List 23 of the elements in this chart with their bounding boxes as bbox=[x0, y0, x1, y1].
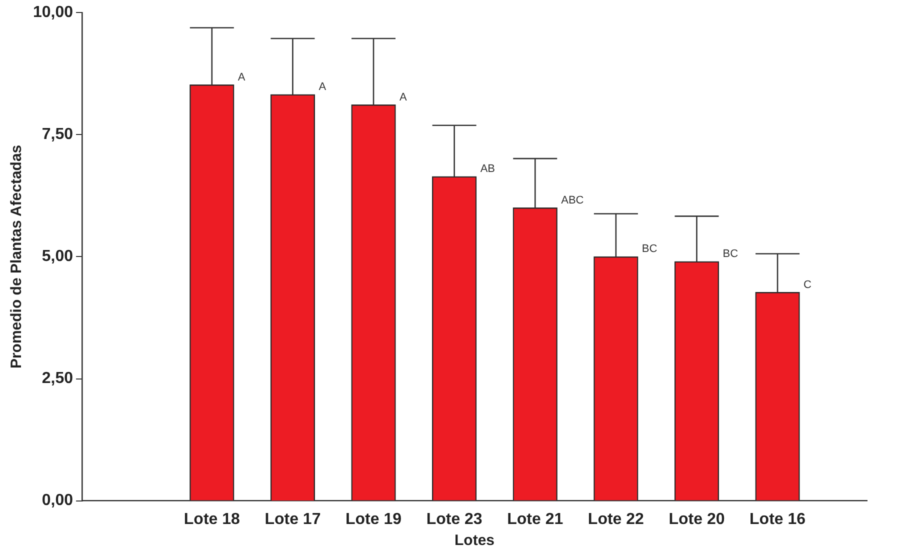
x-tick-label: Lote 19 bbox=[346, 510, 402, 528]
y-axis-title: Promedio de Plantas Afectadas bbox=[8, 144, 26, 369]
y-tick-label: 10,00 bbox=[32, 4, 74, 22]
annotation: BC bbox=[642, 243, 658, 256]
annotation: A bbox=[400, 91, 408, 104]
annotation: ABC bbox=[561, 194, 584, 206]
x-tick-label: Lote 16 bbox=[750, 510, 806, 528]
x-tick-label: Lote 18 bbox=[184, 510, 240, 528]
y-tick-label: 0,00 bbox=[42, 492, 74, 510]
x-tick-label: Lote 23 bbox=[426, 510, 482, 528]
y-tick-label: 7,50 bbox=[42, 126, 74, 144]
x-tick-label: Lote 20 bbox=[668, 510, 725, 528]
x-tick-label: Lote 21 bbox=[507, 510, 564, 528]
annotation: A bbox=[318, 81, 327, 94]
annotation: AB bbox=[480, 163, 496, 176]
x-axis-title: Lotes bbox=[454, 532, 495, 550]
y-tick-label: 2,50 bbox=[42, 370, 74, 388]
x-tick-label: Lote 22 bbox=[588, 510, 644, 528]
annotation: BC bbox=[722, 248, 738, 260]
y-tick-label: 5,00 bbox=[42, 248, 74, 266]
x-tick-label: Lote 17 bbox=[264, 510, 321, 528]
annotation: A bbox=[238, 71, 246, 84]
annotation: C bbox=[804, 278, 812, 291]
